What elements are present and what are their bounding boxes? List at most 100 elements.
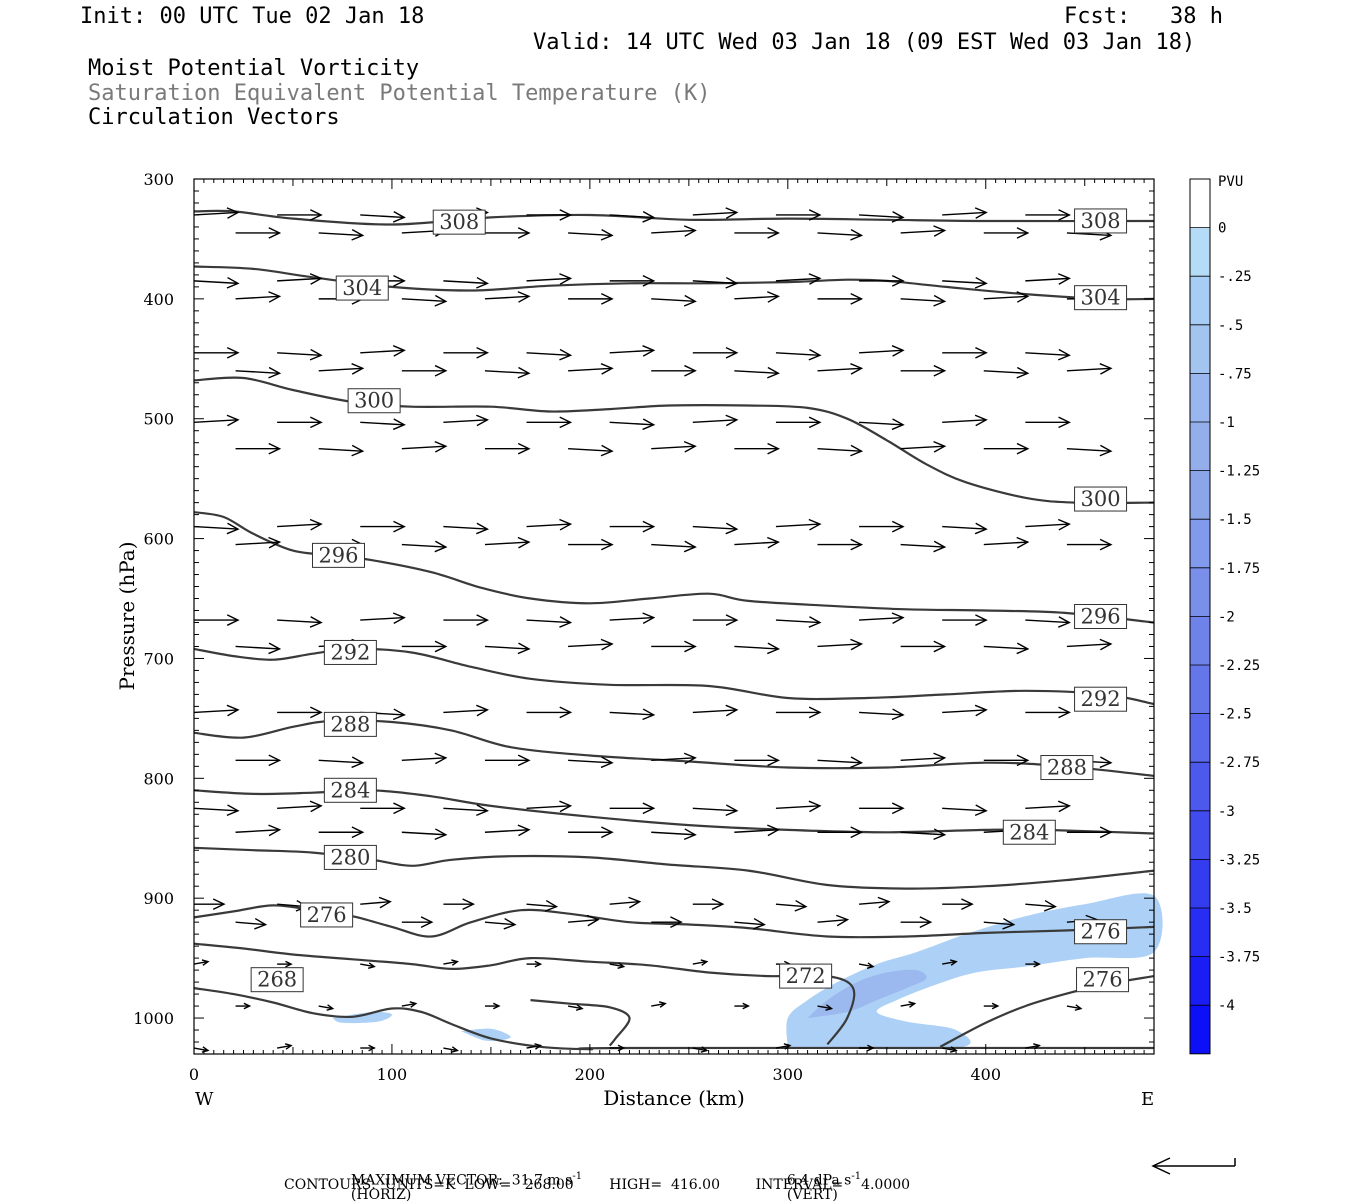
footer-vert-vector: 6.4 dPa s-1 (VERT): [778, 1158, 861, 1202]
field-title-mpv: Moist Potential Vorticity: [88, 56, 420, 81]
vector-arrow: [942, 804, 988, 817]
vector-arrow: [401, 294, 448, 307]
vector-arrow: [443, 1046, 459, 1053]
vector-arrow: [734, 824, 780, 837]
vector-arrow: [484, 291, 531, 303]
vector-arrow: [318, 826, 365, 839]
vector-arrow: [277, 348, 323, 361]
colorbar-level-label: -3.25: [1218, 852, 1260, 868]
vector-arrow: [900, 752, 947, 765]
max-vector-exponent: -1: [572, 1171, 583, 1182]
pv-region-0: [786, 893, 1163, 1050]
vector-arrow: [651, 1001, 667, 1008]
vector-arrow: [194, 614, 240, 626]
vector-arrow: [526, 518, 573, 531]
vector-arrow: [526, 273, 573, 285]
contour-label-text: 308: [1081, 209, 1121, 233]
vector-arrow: [983, 366, 1030, 379]
vector-arrow: [1025, 518, 1071, 531]
vector-arrow: [526, 1043, 543, 1050]
colorbar-swatch: [1190, 859, 1210, 908]
vector-arrow: [401, 364, 448, 377]
vector-arrow: [484, 536, 531, 549]
vector-arrow: [651, 294, 697, 307]
vector-arrow: [609, 345, 656, 357]
contour-label-box: [250, 967, 304, 993]
vector-arrow: [983, 442, 1030, 455]
vector-arrow: [401, 1001, 418, 1008]
contour-label-text: 304: [1081, 286, 1121, 310]
vector-arrow: [568, 363, 614, 375]
pv-shading-layer: [332, 893, 1163, 1050]
vector-arrow: [360, 962, 376, 969]
contour-label-300: 300: [1074, 486, 1128, 512]
vector-arrow: [526, 800, 573, 813]
pv-colorbar: PVU 0 -.25 -.5 -.75 -1 -1.25 -1.5 -1.75 -2 -2.25 -…: [1189, 174, 1260, 1055]
vector-arrow: [360, 802, 406, 815]
vector-arrow: [775, 348, 822, 361]
vector-arrow: [235, 1002, 252, 1010]
colorbar-level-label: -.25: [1218, 269, 1252, 285]
vector-arrow: [277, 209, 323, 221]
vector-arrow: [983, 642, 1030, 655]
contour-label-304: 304: [1074, 285, 1128, 311]
vector-arrow: [609, 896, 642, 909]
vector-arrow: [775, 209, 822, 221]
contour-label-292: 292: [323, 639, 377, 665]
vector-arrow: [568, 756, 614, 769]
vector-arrow: [193, 804, 240, 817]
colorbar-swatch: [1190, 956, 1210, 1006]
vector-arrow: [443, 614, 490, 626]
vector-arrow: [817, 1004, 834, 1011]
vector-arrow: [568, 826, 614, 839]
contour-label-text: 292: [1081, 687, 1121, 711]
colorbar-swatch: [1190, 665, 1210, 714]
vector-arrow: [235, 754, 282, 767]
vector-arrow: [318, 444, 365, 457]
vector-arrow: [1025, 800, 1071, 813]
vector-arrow: [859, 1044, 875, 1052]
y-tick-label: 700: [143, 649, 174, 668]
colorbar-swatch: [1190, 762, 1210, 811]
vector-arrow: [318, 756, 365, 769]
contour-label-276: 276: [1074, 919, 1128, 945]
y-tick-label: 400: [143, 290, 174, 309]
colorbar-swatch: [1190, 1005, 1210, 1054]
colorbar-unit: PVU: [1218, 174, 1243, 190]
colorbar-swatch: [1190, 519, 1210, 568]
vector-arrow: [318, 363, 365, 375]
vector-arrow: [484, 227, 531, 239]
vector-arrow: [775, 706, 822, 719]
vector-arrow: [568, 914, 600, 927]
colorbar-swatch: [1190, 179, 1210, 228]
vector-arrow: [942, 414, 988, 427]
contour-label-box: [1074, 285, 1128, 311]
vector-arrow: [193, 1046, 210, 1053]
vector-arrow: [193, 207, 240, 219]
vector-arrow: [900, 828, 947, 840]
vector-arrow: [443, 704, 490, 717]
vector-arrow: [609, 520, 656, 533]
vector-arrow: [651, 916, 683, 929]
vector-arrow: [318, 229, 365, 241]
contour-label-308: 308: [1074, 208, 1128, 234]
vector-arrow: [734, 1002, 750, 1010]
vector-arrow: [734, 917, 766, 930]
contour-label-box: [1002, 819, 1056, 845]
contour-label-box: [1074, 604, 1128, 629]
vector-arrow: [1025, 706, 1071, 719]
vector-arrow: [983, 917, 1016, 930]
vector-arrow: [360, 896, 392, 909]
contour-label-text: 288: [330, 712, 370, 736]
vector-arrow: [484, 917, 517, 930]
contour-label-box: [300, 902, 354, 928]
vector-arrow: [277, 273, 323, 285]
contour-label-box: [323, 844, 377, 870]
contour-label-text: 304: [342, 276, 382, 300]
colorbar-level-label: -2.5: [1218, 707, 1252, 723]
contour-label-text: 272: [786, 964, 826, 988]
contour-label-box: [335, 275, 389, 301]
vert-label: (VERT): [786, 1186, 838, 1203]
contour-label-280: 280: [323, 844, 377, 870]
circulation-vectors: [193, 207, 1113, 1053]
